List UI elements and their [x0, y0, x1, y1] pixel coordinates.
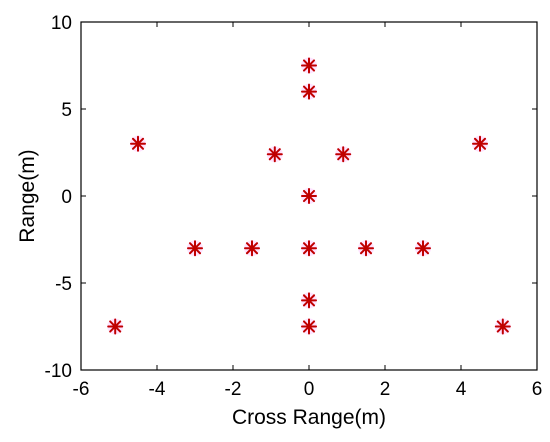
y-axis-title: Range(m) [16, 149, 39, 242]
data-point [472, 135, 488, 152]
x-tick-label: 6 [532, 379, 543, 400]
y-tick-label: 5 [61, 100, 72, 121]
data-point [301, 292, 317, 309]
x-axis-title: Cross Range(m) [232, 406, 386, 429]
data-point [335, 146, 352, 163]
x-tick-label: 4 [456, 379, 467, 400]
data-point [301, 240, 317, 257]
data-point-layer [107, 57, 511, 335]
data-point [358, 240, 374, 257]
x-tick-label: 2 [380, 379, 391, 400]
tick-label-layer: -6 -4 -2 0 2 4 6 -10 -5 0 5 10 [45, 13, 543, 400]
y-tick-label: -10 [45, 361, 72, 382]
y-tick-label: 10 [51, 13, 72, 34]
data-point [107, 318, 124, 335]
y-tick-label: -5 [55, 274, 72, 295]
data-point [130, 135, 146, 152]
data-point [187, 240, 203, 257]
y-tick-label: 0 [61, 187, 72, 208]
data-point [494, 318, 511, 335]
data-point [266, 146, 283, 163]
x-tick-label: 0 [304, 379, 315, 400]
data-point [301, 57, 317, 74]
data-point [244, 240, 260, 257]
data-point [301, 318, 317, 335]
data-point [301, 83, 317, 100]
plot-area-frame [80, 21, 538, 371]
data-point [301, 188, 317, 204]
x-tick-label: -6 [73, 379, 90, 400]
x-tick-label: -4 [149, 379, 166, 400]
data-point [415, 240, 431, 257]
x-tick-label: -2 [225, 379, 242, 400]
